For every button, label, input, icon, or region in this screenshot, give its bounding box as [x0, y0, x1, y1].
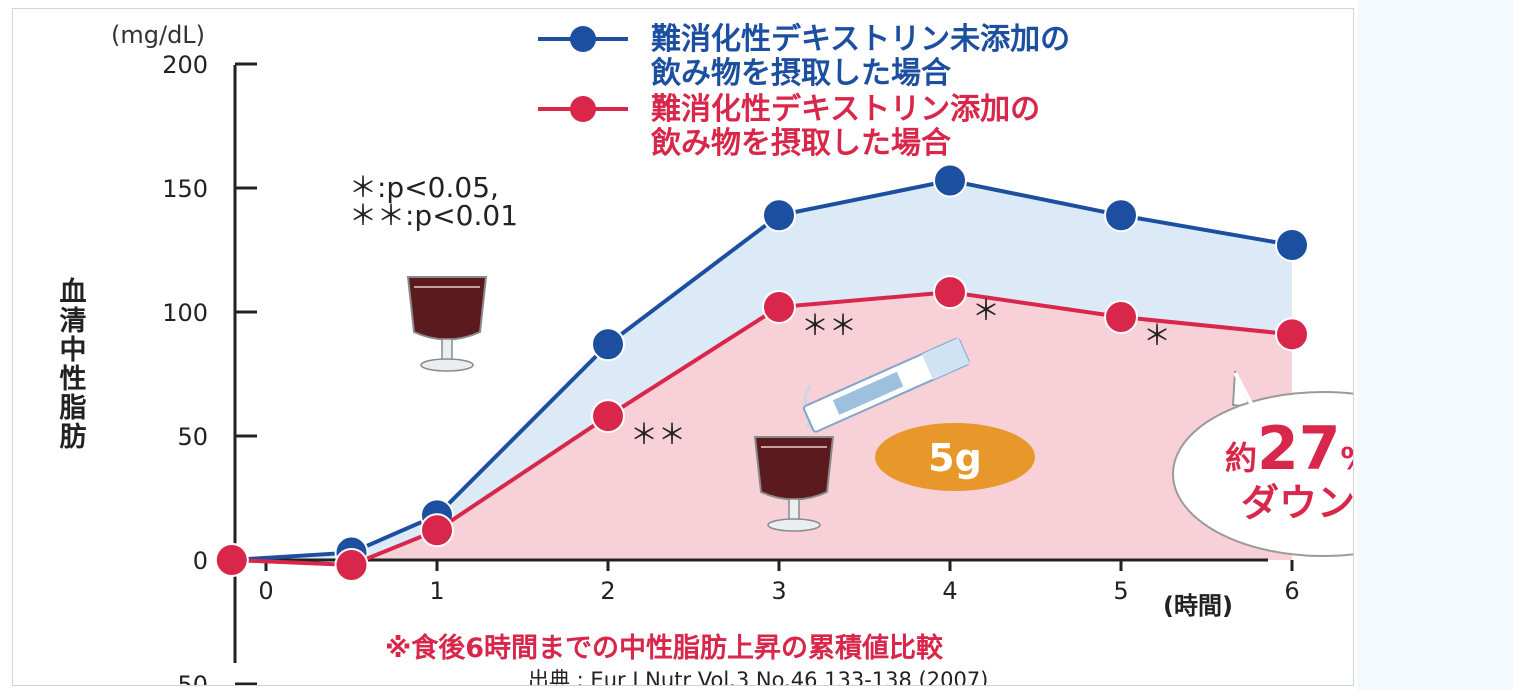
y-axis-label-char: 性	[60, 364, 87, 395]
data-point-series-2	[933, 275, 967, 310]
callout-number: 27	[1257, 414, 1341, 484]
x-tick-label: 5	[1113, 577, 1128, 605]
legend-series-2-line-2: 飲み物を摂取した場合	[651, 126, 951, 161]
significance-mark: ＊	[1143, 319, 1171, 352]
y-axis-label-char: 清	[60, 306, 87, 337]
data-point-series-1	[1275, 228, 1309, 263]
significance-legend-1: ＊:p<0.05,	[349, 171, 499, 204]
dose-badge: 5g	[875, 423, 1035, 491]
x-tick-label: 0	[258, 577, 273, 605]
callout-unit: %	[1341, 442, 1353, 477]
source-citation: 出典 : Eur J Nutr Vol.3 No.46 133-138 (200…	[528, 668, 988, 685]
x-tick-label: 6	[1284, 577, 1299, 605]
series-layer	[214, 163, 1309, 582]
y-axis-label-char: 血	[60, 277, 87, 308]
data-point-series-1	[933, 163, 967, 198]
data-point-series-1	[1104, 198, 1138, 233]
significance-mark: ＊	[972, 294, 1000, 327]
callout-down: ダウン	[1241, 481, 1353, 525]
area-fill-lower	[231, 292, 1292, 565]
area-fills	[231, 180, 1292, 565]
y-axis-label-char: 脂	[60, 393, 87, 424]
legend-series-1-line-2: 飲み物を摂取した場合	[651, 56, 951, 91]
y-tick-label: 100	[162, 299, 208, 327]
area-fill-upper	[231, 180, 1292, 565]
drink-glass-with-stick-icon	[753, 384, 835, 532]
data-point-series-2	[762, 290, 796, 325]
chart-panel: 200 150 100 50 0 -50 0 1 2 3 4 5 6 (mg/dL) 血清中性脂肪 (時…	[12, 8, 1354, 686]
data-point-series-2	[1104, 299, 1138, 334]
data-point-series-2	[1275, 317, 1309, 352]
y-tick-label: 200	[162, 51, 208, 79]
x-tick-label: 2	[600, 577, 615, 605]
footnote: ※食後6時間までの中性脂肪上昇の累積値比較	[385, 632, 944, 664]
x-tick-label: 1	[429, 577, 444, 605]
axis-ticks: 200 150 100 50 0 -50 0 1 2 3 4 5 6	[162, 51, 1300, 685]
significance-mark: ＊＊	[630, 418, 686, 451]
significance-mark: ＊＊	[801, 309, 857, 342]
data-point-series-2	[591, 399, 625, 434]
callout-prefix: 約	[1225, 439, 1257, 477]
drink-glass-icon	[406, 276, 488, 372]
powder-stick-pack-icon	[802, 337, 970, 433]
dose-badge-label: 5g	[928, 436, 982, 480]
side-panel	[1358, 0, 1513, 690]
x-tick-label: 4	[942, 577, 957, 605]
significance-legend-2: ＊＊:p<0.01	[349, 199, 518, 232]
callout-line-2: ダウン※	[1241, 481, 1353, 525]
y-tick-label: 0	[193, 547, 208, 575]
y-tick-label: 150	[162, 175, 208, 203]
legend-series-1-line-1: 難消化性デキストリン未添加の	[651, 22, 1070, 57]
legend-swatch-marker	[570, 26, 596, 52]
x-tick-label: 3	[771, 577, 786, 605]
y-tick-label: -50	[169, 671, 208, 685]
reduction-callout: 約27% ダウン※	[1172, 370, 1353, 557]
legend-swatch-marker	[570, 96, 596, 122]
data-point-series-1	[762, 198, 796, 233]
legend: 難消化性デキストリン未添加の 飲み物を摂取した場合 難消化性デキストリン添加の …	[538, 22, 1070, 161]
y-axis-label-char: 肪	[60, 422, 87, 453]
data-point-series-2	[334, 547, 369, 582]
y-tick-label: 50	[177, 423, 208, 451]
data-point-series-2	[214, 543, 249, 577]
significance-marks: ＊＊＊＊ ＊＊	[630, 294, 1171, 451]
data-point-series-2	[420, 513, 454, 548]
legend-series-2-line-1: 難消化性デキストリン添加の	[651, 92, 1040, 127]
y-axis-label-char: 中	[60, 335, 87, 366]
callout-line-1: 約27%	[1225, 414, 1353, 484]
x-axis-label: (時間)	[1163, 592, 1233, 620]
data-point-series-1	[591, 327, 625, 362]
y-unit-label: (mg/dL)	[111, 21, 205, 49]
